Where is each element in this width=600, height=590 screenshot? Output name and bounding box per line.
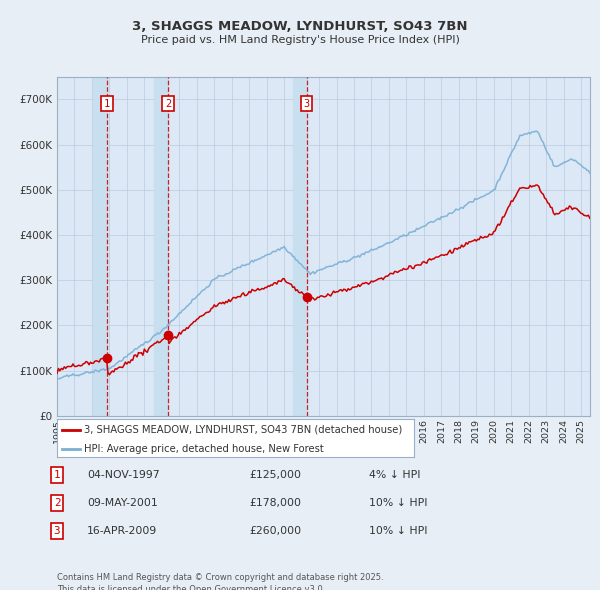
Text: 3, SHAGGS MEADOW, LYNDHURST, SO43 7BN (detached house): 3, SHAGGS MEADOW, LYNDHURST, SO43 7BN (d… bbox=[84, 425, 402, 435]
Text: Price paid vs. HM Land Registry's House Price Index (HPI): Price paid vs. HM Land Registry's House … bbox=[140, 35, 460, 45]
Text: 2: 2 bbox=[165, 99, 171, 109]
Text: Contains HM Land Registry data © Crown copyright and database right 2025.
This d: Contains HM Land Registry data © Crown c… bbox=[57, 573, 383, 590]
Text: 2: 2 bbox=[54, 498, 60, 507]
Text: 4% ↓ HPI: 4% ↓ HPI bbox=[369, 470, 421, 480]
Text: £178,000: £178,000 bbox=[249, 498, 301, 507]
Bar bbox=[293, 77, 307, 416]
Text: 09-MAY-2001: 09-MAY-2001 bbox=[87, 498, 158, 507]
Text: 10% ↓ HPI: 10% ↓ HPI bbox=[369, 498, 427, 507]
Text: £260,000: £260,000 bbox=[249, 526, 301, 536]
Bar bbox=[93, 77, 107, 416]
Text: 10% ↓ HPI: 10% ↓ HPI bbox=[369, 526, 427, 536]
Text: 3: 3 bbox=[54, 526, 60, 536]
Text: HPI: Average price, detached house, New Forest: HPI: Average price, detached house, New … bbox=[84, 444, 323, 454]
Text: 16-APR-2009: 16-APR-2009 bbox=[87, 526, 157, 536]
Text: £125,000: £125,000 bbox=[249, 470, 301, 480]
Text: 3, SHAGGS MEADOW, LYNDHURST, SO43 7BN: 3, SHAGGS MEADOW, LYNDHURST, SO43 7BN bbox=[132, 20, 468, 33]
Text: 3: 3 bbox=[304, 99, 310, 109]
Text: 04-NOV-1997: 04-NOV-1997 bbox=[87, 470, 160, 480]
Bar bbox=[154, 77, 169, 416]
Text: 1: 1 bbox=[54, 470, 60, 480]
Text: 1: 1 bbox=[104, 99, 110, 109]
